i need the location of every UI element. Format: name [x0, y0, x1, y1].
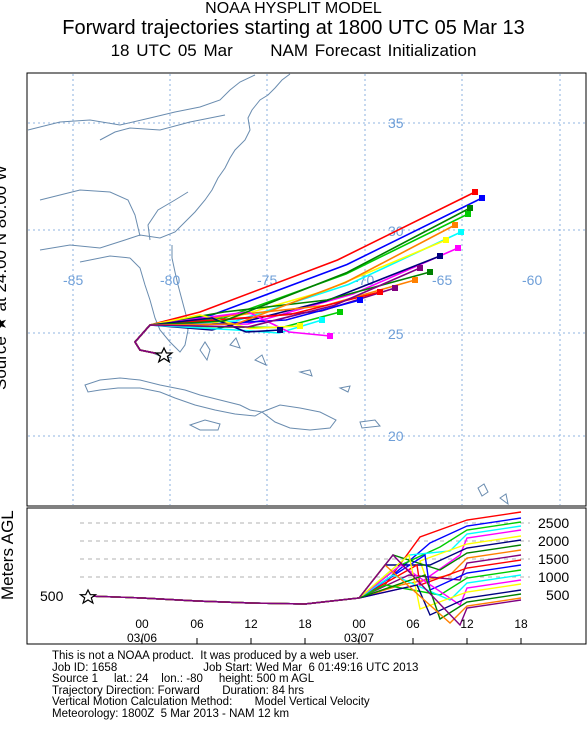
island-cuba: [84, 377, 264, 417]
map-panel: -85 -80 -75 -70 -65 -60 35 30 25 20: [26, 72, 587, 507]
trajectory-marker: [455, 245, 461, 251]
date-tick-label: 03/06: [127, 631, 157, 645]
trajectory-marker: [465, 211, 471, 217]
vertical-trajectories: [87, 511, 522, 627]
vertical-panel: 500 2500 2000 1500 1000 500 00 06 12 18 …: [26, 507, 587, 645]
island-puerto-rico: [359, 419, 381, 429]
hour-tick-label: 06: [190, 617, 204, 631]
trajectory-marker: [472, 189, 478, 195]
trajectory-marker: [412, 277, 418, 283]
trajectory-marker: [297, 323, 303, 329]
source-line: Source 1 lat.: 24 lon.: -80 height: 500 …: [52, 673, 315, 686]
lon-label: -65: [432, 272, 452, 288]
trajectory-marker: [443, 237, 449, 243]
job-line: Job ID: 1658 Job Start: Wed Mar 6 01:49:1…: [52, 661, 419, 675]
island-lesser-antilles: [477, 483, 489, 497]
trajectory-marker: [467, 205, 473, 211]
date-tick-label: 03/07: [344, 631, 374, 645]
hour-tick-label: 18: [298, 617, 312, 631]
right-height-tick: 500: [546, 587, 570, 603]
hour-tick-label: 12: [460, 617, 474, 631]
island-jamaica: [188, 419, 221, 431]
trajectory-path: [134, 267, 421, 356]
trajectory-marker: [319, 317, 325, 323]
trajectory-marker: [479, 195, 485, 201]
trajectory-marker: [277, 327, 283, 333]
forecast-subtitle: 18 UTC 05 Mar NAM Forecast Initializatio…: [0, 41, 587, 61]
lat-label: 25: [388, 326, 404, 342]
island-turks: [338, 385, 351, 393]
state-border: [39, 189, 141, 237]
island-hispaniola: [260, 404, 337, 431]
map-trajectories: [134, 189, 485, 356]
lat-label: 35: [388, 115, 404, 131]
trajectory-marker: [417, 265, 423, 271]
right-height-tick: 2500: [538, 515, 569, 531]
state-border: [99, 114, 226, 141]
source-star-map: [154, 346, 174, 364]
coastline-florida: [129, 245, 189, 353]
job-id: Job ID: 1658: [52, 661, 118, 674]
meteorology-line: Meteorology: 1800Z 5 Mar 2013 - NAM 12 k…: [52, 707, 290, 720]
trajectory-marker: [458, 229, 464, 235]
right-height-tick: 1000: [538, 569, 569, 585]
height-tick-labels: 500 2500 2000 1500 1000 500: [40, 515, 570, 604]
right-height-tick: 2000: [538, 533, 569, 549]
hour-tick-label: 12: [244, 617, 258, 631]
vertical-trajectory-path: [87, 553, 522, 627]
trajectory-marker: [427, 269, 433, 275]
lon-label: -75: [257, 272, 277, 288]
map-axis-labels: -85 -80 -75 -70 -65 -60 35 30 25 20: [63, 115, 542, 444]
trajectory-marker: [452, 222, 458, 228]
island-bahamas: [229, 337, 241, 349]
coastline-us-north: [27, 74, 256, 131]
coastline-gulf: [79, 255, 131, 263]
lat-label: 20: [388, 428, 404, 444]
run-info-footer: This is not a NOAA product. It was produ…: [52, 650, 419, 721]
direction-line: Trajectory Direction: Forward Duration: …: [52, 684, 305, 697]
coastlines: [27, 73, 509, 506]
hour-tick-label: 06: [406, 617, 420, 631]
hour-tick-label: 00: [352, 617, 366, 631]
job-start: Job Start: Wed Mar 6 01:49:16 UTC 2013: [203, 661, 419, 674]
vertical-motion-line: Vertical Motion Calculation Method: Mode…: [52, 696, 370, 709]
trajectory-marker: [337, 309, 343, 315]
lon-label: -60: [522, 272, 542, 288]
time-tick-marks: [141, 638, 522, 644]
time-axis-labels: 00 06 12 18 00 06 12 18 03/06 03/07: [127, 617, 528, 645]
model-label: NAM Forecast Initialization: [270, 41, 477, 60]
trajectory-title: Forward trajectories starting at 1800 UT…: [62, 17, 525, 39]
lon-label: -85: [63, 272, 83, 288]
right-height-tick: 1500: [538, 551, 569, 567]
trajectory-marker: [437, 253, 443, 259]
coastline-us-east: [39, 73, 291, 251]
source-star-icon: [154, 346, 174, 364]
hour-tick-label: 00: [135, 617, 149, 631]
trajectory-marker: [357, 297, 363, 303]
island-bahamas: [199, 341, 211, 362]
disclaimer-text: This is not a NOAA product. It was produ…: [52, 650, 359, 662]
start-time-label: 18 UTC 05 Mar: [110, 41, 233, 60]
trajectory-marker: [392, 285, 398, 291]
island-lesser-antilles: [499, 493, 509, 506]
hour-tick-label: 18: [514, 617, 528, 631]
island-bahamas: [254, 354, 267, 366]
trajectory-marker: [327, 333, 333, 339]
trajectory-marker: [377, 289, 383, 295]
model-title: NOAA HYSPLIT MODEL: [205, 0, 382, 17]
map-frame: [26, 72, 587, 507]
state-border: [147, 191, 189, 241]
lon-label: -80: [160, 272, 180, 288]
left-height-tick: 500: [40, 588, 64, 604]
source-star-vertical-icon: [78, 588, 98, 605]
island-bahamas: [298, 369, 313, 377]
height-gridlines: [80, 522, 530, 578]
